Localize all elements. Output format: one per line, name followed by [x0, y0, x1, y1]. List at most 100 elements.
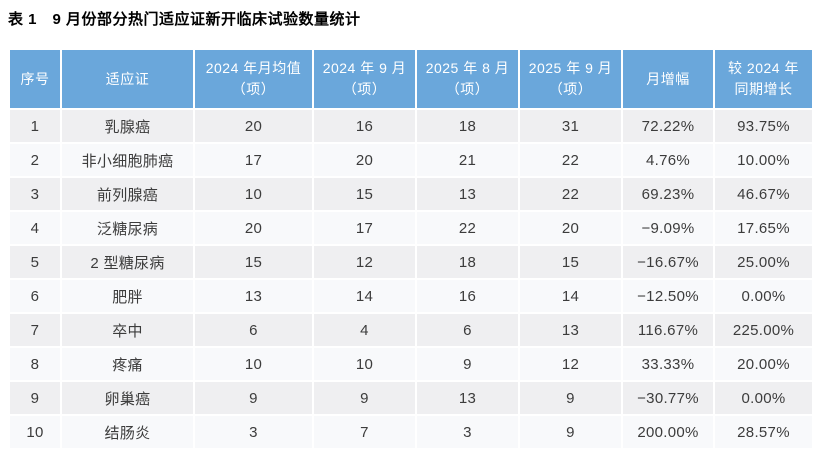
table-cell: 7 — [314, 416, 415, 448]
table-cell: 3 — [417, 416, 518, 448]
table-cell: 20 — [314, 144, 415, 176]
table-row: 1 乳腺癌 20 16 18 31 72.22% 93.75% — [10, 110, 812, 142]
table-cell: 1 — [10, 110, 60, 142]
table-cell: 10 — [314, 348, 415, 380]
table-row: 6 肥胖 13 14 16 14 −12.50% 0.00% — [10, 280, 812, 312]
table-cell: 9 — [195, 382, 312, 414]
table-cell: 6 — [195, 314, 312, 346]
table-cell: 20.00% — [715, 348, 812, 380]
table-cell: 22 — [520, 144, 621, 176]
table-body: 1 乳腺癌 20 16 18 31 72.22% 93.75% 2 非小细胞肺癌 17 20 21 22 4… — [10, 110, 812, 448]
table-cell: 72.22% — [623, 110, 713, 142]
table-row: 2 非小细胞肺癌 17 20 21 22 4.76% 10.00% — [10, 144, 812, 176]
table-cell: 9 — [520, 382, 621, 414]
table-cell: 20 — [195, 212, 312, 244]
table-cell: 13 — [417, 178, 518, 210]
table-cell: 肥胖 — [62, 280, 193, 312]
column-header: 2024 年月均值 （项） — [195, 50, 312, 108]
table-cell: 8 — [10, 348, 60, 380]
table-cell: 31 — [520, 110, 621, 142]
table-cell: 13 — [417, 382, 518, 414]
table-cell: 20 — [195, 110, 312, 142]
table-row: 4 泛糖尿病 20 17 22 20 −9.09% 17.65% — [10, 212, 812, 244]
table-cell: 14 — [314, 280, 415, 312]
column-header: 序号 — [10, 50, 60, 108]
table-cell: 4.76% — [623, 144, 713, 176]
table-cell: 疼痛 — [62, 348, 193, 380]
table-cell: 13 — [520, 314, 621, 346]
table-cell: 22 — [520, 178, 621, 210]
table-cell: 12 — [520, 348, 621, 380]
table-cell: 16 — [417, 280, 518, 312]
table-cell: 15 — [195, 246, 312, 278]
table-cell: 28.57% — [715, 416, 812, 448]
column-header: 较 2024 年同期增长 — [715, 50, 812, 108]
table-cell: 25.00% — [715, 246, 812, 278]
table-cell: 46.67% — [715, 178, 812, 210]
table-cell: 17 — [195, 144, 312, 176]
table-cell: 结肠炎 — [62, 416, 193, 448]
table-cell: 12 — [314, 246, 415, 278]
clinical-trials-table: 序号 适应证 2024 年月均值 （项） 2024 年 9 月（项） 2025 年 8 月… — [8, 48, 814, 450]
table-cell: 4 — [314, 314, 415, 346]
table-cell: 93.75% — [715, 110, 812, 142]
column-header: 月增幅 — [623, 50, 713, 108]
table-cell: 33.33% — [623, 348, 713, 380]
table-cell: 9 — [314, 382, 415, 414]
table-cell: 18 — [417, 110, 518, 142]
header-row: 序号 适应证 2024 年月均值 （项） 2024 年 9 月（项） 2025 年 8 月… — [10, 50, 812, 108]
table-cell: 17.65% — [715, 212, 812, 244]
table-cell: 7 — [10, 314, 60, 346]
table-cell: 116.67% — [623, 314, 713, 346]
table-row: 8 疼痛 10 10 9 12 33.33% 20.00% — [10, 348, 812, 380]
table-cell: 9 — [520, 416, 621, 448]
table-cell: 15 — [520, 246, 621, 278]
table-row: 9 卵巢癌 9 9 13 9 −30.77% 0.00% — [10, 382, 812, 414]
table-row: 10 结肠炎 3 7 3 9 200.00% 28.57% — [10, 416, 812, 448]
table-cell: 17 — [314, 212, 415, 244]
table-cell: 4 — [10, 212, 60, 244]
column-header: 适应证 — [62, 50, 193, 108]
table-cell: 卵巢癌 — [62, 382, 193, 414]
table-cell: 6 — [417, 314, 518, 346]
table-cell: 69.23% — [623, 178, 713, 210]
table-cell: 2 型糖尿病 — [62, 246, 193, 278]
table-cell: 10.00% — [715, 144, 812, 176]
page: 表 1 9 月份部分热门适应证新开临床试验数量统计 序号 适应证 2024 年月均值… — [8, 11, 814, 450]
table-cell: 3 — [195, 416, 312, 448]
table-cell: 225.00% — [715, 314, 812, 346]
table-cell: 3 — [10, 178, 60, 210]
table-cell: 乳腺癌 — [62, 110, 193, 142]
table-cell: 9 — [10, 382, 60, 414]
table-cell: −16.67% — [623, 246, 713, 278]
table-cell: 2 — [10, 144, 60, 176]
table-cell: 10 — [10, 416, 60, 448]
table-cell: 卒中 — [62, 314, 193, 346]
table-title: 表 1 9 月份部分热门适应证新开临床试验数量统计 — [8, 11, 361, 28]
table-cell: 10 — [195, 178, 312, 210]
column-header: 2025 年 8 月（项） — [417, 50, 518, 108]
table-cell: −30.77% — [623, 382, 713, 414]
table-header: 序号 适应证 2024 年月均值 （项） 2024 年 9 月（项） 2025 年 8 月… — [10, 50, 812, 108]
table-cell: 6 — [10, 280, 60, 312]
table-cell: 21 — [417, 144, 518, 176]
table-row: 7 卒中 6 4 6 13 116.67% 225.00% — [10, 314, 812, 346]
table-row: 3 前列腺癌 10 15 13 22 69.23% 46.67% — [10, 178, 812, 210]
column-header: 2024 年 9 月（项） — [314, 50, 415, 108]
table-cell: 18 — [417, 246, 518, 278]
table-cell: 15 — [314, 178, 415, 210]
table-cell: 泛糖尿病 — [62, 212, 193, 244]
table-cell: 10 — [195, 348, 312, 380]
table-cell: 200.00% — [623, 416, 713, 448]
table-cell: 22 — [417, 212, 518, 244]
table-cell: 14 — [520, 280, 621, 312]
table-cell: 13 — [195, 280, 312, 312]
table-cell: 前列腺癌 — [62, 178, 193, 210]
table-cell: −12.50% — [623, 280, 713, 312]
column-header: 2025 年 9 月（项） — [520, 50, 621, 108]
table-cell: 9 — [417, 348, 518, 380]
table-cell: 16 — [314, 110, 415, 142]
table-cell: 20 — [520, 212, 621, 244]
table-cell: 5 — [10, 246, 60, 278]
